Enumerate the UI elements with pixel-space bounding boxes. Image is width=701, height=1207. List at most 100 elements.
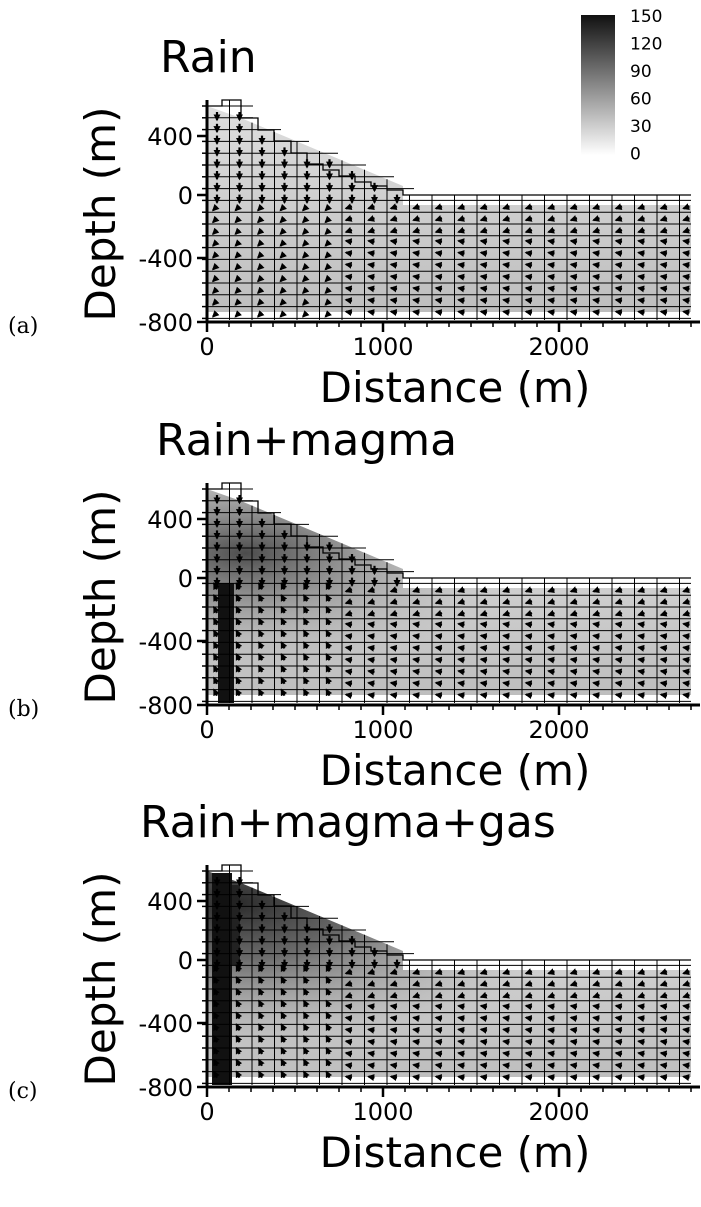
- velocity-arrow: [524, 1050, 533, 1058]
- velocity-arrow: [344, 297, 353, 305]
- velocity-arrow: [389, 1050, 398, 1058]
- velocity-arrow: [659, 226, 668, 234]
- velocity-arrow: [389, 609, 398, 617]
- velocity-arrow: [389, 991, 398, 999]
- velocity-arrow: [479, 1038, 488, 1046]
- velocity-arrow: [479, 1062, 488, 1070]
- velocity-arrow: [213, 1070, 220, 1079]
- velocity-arrow: [659, 586, 668, 593]
- velocity-arrow: [637, 238, 645, 246]
- velocity-arrow: [258, 964, 265, 973]
- velocity-arrow: [258, 1058, 265, 1067]
- velocity-arrow: [280, 641, 288, 650]
- velocity-arrow: [258, 1011, 265, 1020]
- velocity-arrow: [569, 1003, 578, 1011]
- velocity-arrow: [524, 226, 533, 234]
- velocity-arrow: [213, 1046, 220, 1055]
- velocity-arrow: [637, 644, 645, 652]
- velocity-arrow: [367, 644, 375, 652]
- velocity-arrow: [213, 1058, 220, 1067]
- velocity-arrow: [279, 239, 287, 247]
- velocity-arrow: [235, 641, 243, 650]
- velocity-arrow: [213, 975, 220, 984]
- velocity-arrow: [659, 1074, 668, 1081]
- velocity-arrow: [412, 968, 420, 975]
- velocity-arrow: [324, 262, 332, 271]
- velocity-arrow: [302, 227, 310, 235]
- velocity-arrow: [367, 1003, 375, 1011]
- velocity-arrow: [235, 617, 243, 626]
- velocity-arrow: [325, 629, 333, 638]
- velocity-arrow: [659, 609, 668, 617]
- velocity-arrow: [592, 261, 600, 269]
- velocity-arrow: [434, 1003, 443, 1011]
- velocity-arrow: [389, 273, 398, 281]
- y-tick-label: 400: [147, 123, 193, 151]
- velocity-arrow: [659, 1050, 668, 1058]
- velocity-arrow: [682, 203, 690, 210]
- velocity-arrow: [502, 285, 510, 293]
- velocity-arrow: [524, 980, 533, 987]
- velocity-arrow: [502, 1015, 510, 1022]
- velocity-arrow: [367, 285, 375, 293]
- velocity-arrow: [592, 692, 600, 699]
- velocity-arrow: [569, 250, 578, 257]
- velocity-arrow: [325, 1070, 333, 1079]
- velocity-arrow: [389, 285, 398, 293]
- velocity-arrow: [325, 975, 333, 984]
- velocity-arrow: [412, 633, 420, 640]
- velocity-arrow: [524, 609, 533, 617]
- velocity-arrow: [547, 668, 555, 676]
- velocity-arrow: [524, 633, 533, 640]
- velocity-arrow: [389, 968, 398, 975]
- velocity-arrow: [324, 203, 332, 212]
- velocity-arrow: [367, 656, 375, 664]
- velocity-arrow: [213, 676, 220, 685]
- velocity-arrow: [569, 586, 578, 593]
- colorbar-tick-label: 60: [630, 90, 652, 110]
- velocity-arrow: [234, 262, 242, 271]
- velocity-arrow: [457, 598, 465, 605]
- velocity-arrow: [457, 609, 465, 617]
- velocity-arrow: [569, 991, 578, 999]
- velocity-arrow: [614, 1026, 623, 1034]
- panel-1: Rain (a) Depth (m) Distance (m) 400 0 -400 -800…: [8, 32, 700, 412]
- panel-title: Rain+magma+gas: [140, 797, 556, 848]
- velocity-arrow: [682, 668, 690, 676]
- velocity-arrow: [303, 1011, 310, 1020]
- velocity-arrow: [614, 285, 623, 293]
- velocity-arrow: [614, 1074, 623, 1081]
- velocity-arrow: [547, 1074, 555, 1081]
- velocity-arrow: [659, 1003, 668, 1011]
- velocity-arrow: [213, 999, 220, 1008]
- velocity-arrow: [457, 633, 465, 640]
- velocity-arrow: [592, 633, 600, 640]
- velocity-arrow: [367, 609, 375, 617]
- velocity-arrow: [389, 1003, 398, 1011]
- velocity-arrow: [479, 598, 488, 605]
- velocity-arrow: [434, 1015, 443, 1022]
- velocity-arrow: [325, 641, 333, 650]
- velocity-arrow: [389, 215, 398, 222]
- velocity-arrow: [434, 621, 443, 629]
- velocity-arrow: [637, 1050, 645, 1058]
- velocity-arrow: [303, 999, 310, 1008]
- velocity-arrow: [258, 1070, 265, 1079]
- y-tick-label: 400: [147, 506, 193, 534]
- velocity-arrow: [479, 238, 488, 246]
- velocity-arrow: [524, 285, 533, 293]
- velocity-arrow: [434, 633, 443, 640]
- velocity-arrow: [682, 991, 690, 999]
- velocity-arrow: [258, 987, 265, 996]
- x-axis-label: Distance (m): [320, 1128, 591, 1177]
- panel-title: Rain+magma: [156, 415, 457, 466]
- velocity-arrow: [389, 261, 398, 269]
- velocity-arrow: [303, 1023, 310, 1032]
- velocity-arrow: [303, 593, 310, 602]
- velocity-arrow: [547, 261, 555, 269]
- velocity-arrow: [637, 656, 645, 664]
- velocity-arrow: [524, 203, 533, 210]
- velocity-arrow: [412, 1038, 420, 1046]
- panel-letter: (c): [8, 1079, 38, 1104]
